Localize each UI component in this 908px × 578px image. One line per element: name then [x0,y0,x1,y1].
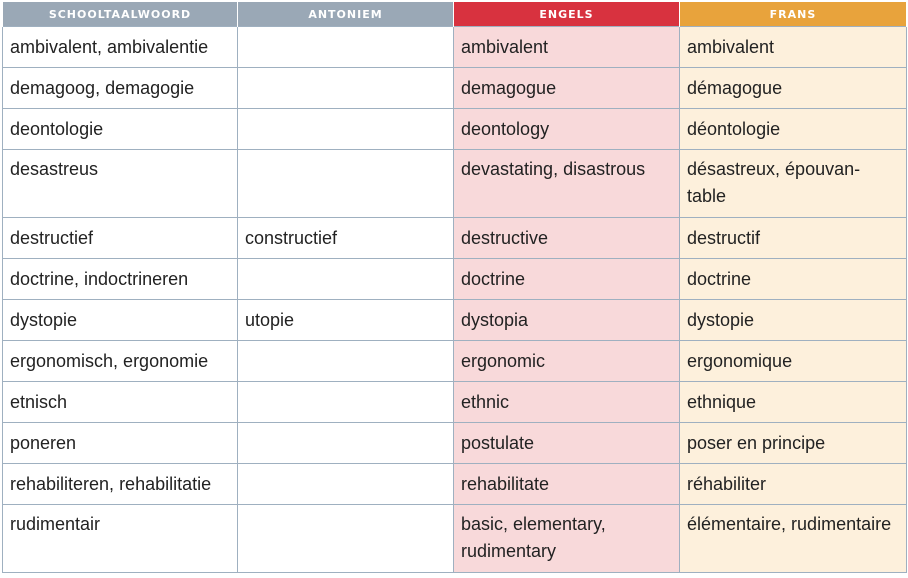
word-cell: doctrine, indoctrineren [2,258,238,300]
word-cell: etnisch [2,381,238,423]
french-cell: ethnique [679,381,907,423]
word-cell: ambivalent, ambivalentie [2,26,238,68]
antonym-cell [237,463,454,505]
english-cell: demagogue [453,67,680,109]
table-row: doctrine, indoctrineren doctrine doctrin… [2,258,907,300]
word-cell: rehabiliteren, rehabilitatie [2,463,238,505]
antonym-cell [237,67,454,109]
table-row: desastreus devastating, disastrous désas… [2,149,907,218]
french-cell: dystopie [679,299,907,341]
word-cell: ergonomisch, ergonomie [2,340,238,382]
antonym-cell: utopie [237,299,454,341]
french-cell: déontologie [679,108,907,150]
english-cell: ethnic [453,381,680,423]
antonym-cell [237,108,454,150]
french-cell: poser en principe [679,422,907,464]
english-cell: basic, elementary, rudimentary [453,504,680,573]
english-cell: deontology [453,108,680,150]
word-cell: poneren [2,422,238,464]
word-cell: dystopie [2,299,238,341]
antonym-cell [237,149,454,218]
french-cell: réhabiliter [679,463,907,505]
french-cell: doctrine [679,258,907,300]
antonym-cell [237,422,454,464]
table-row: destructief constructief destructive des… [2,217,907,259]
antonym-cell [237,26,454,68]
table-row: ergonomisch, ergonomie ergonomic ergonom… [2,340,907,382]
header-row: SCHOOLTAALWOORD ANTONIEM ENGELS FRANS [2,2,907,27]
english-cell: dystopia [453,299,680,341]
word-cell: deontologie [2,108,238,150]
antonym-cell: constructief [237,217,454,259]
word-cell: rudimentair [2,504,238,573]
english-cell: postulate [453,422,680,464]
word-cell: demagoog, demagogie [2,67,238,109]
english-cell: doctrine [453,258,680,300]
table-row: deontologie deontology déontologie [2,108,907,150]
english-cell: devastating, disastrous [453,149,680,218]
french-cell: ergonomique [679,340,907,382]
english-cell: rehabilitate [453,463,680,505]
header-antoniem: ANTONIEM [237,2,454,27]
english-cell: destructive [453,217,680,259]
french-cell: ambivalent [679,26,907,68]
antonym-cell [237,504,454,573]
table-row: rehabiliteren, rehabilitatie rehabilitat… [2,463,907,505]
word-cell: destructief [2,217,238,259]
header-schooltaalwoord: SCHOOLTAALWOORD [2,2,238,27]
table-row: dystopie utopie dystopia dystopie [2,299,907,341]
antonym-cell [237,258,454,300]
english-cell: ambivalent [453,26,680,68]
table-row: ambivalent, ambivalentie ambivalent ambi… [2,26,907,68]
table-row: poneren postulate poser en principe [2,422,907,464]
word-cell: desastreus [2,149,238,218]
header-frans: FRANS [679,2,907,27]
table-row: demagoog, demagogie demagogue démagogue [2,67,907,109]
french-cell: désastreux, épouvan-table [679,149,907,218]
table-row: etnisch ethnic ethnique [2,381,907,423]
antonym-cell [237,340,454,382]
antonym-cell [237,381,454,423]
french-cell: destructif [679,217,907,259]
header-engels: ENGELS [453,2,680,27]
table-row: rudimentair basic, elementary, rudimenta… [2,504,907,573]
french-cell: démagogue [679,67,907,109]
english-cell: ergonomic [453,340,680,382]
french-cell: élémentaire, rudimentaire [679,504,907,573]
